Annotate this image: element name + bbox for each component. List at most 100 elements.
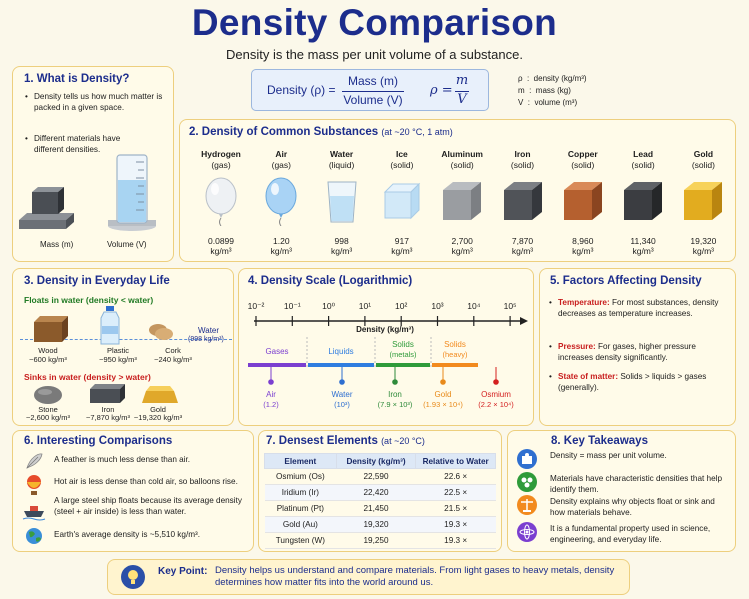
formula-bar — [342, 91, 404, 92]
scale-marker-value: (10³) — [334, 400, 350, 409]
substance-value: 19,320 — [690, 236, 717, 246]
scale-axis-arrow — [520, 317, 528, 325]
factor-text: For gases, higher pressure increases den… — [558, 342, 696, 362]
factor-item: State of matter: Solids > liquids > gase… — [549, 372, 728, 393]
scale-band-bar — [376, 363, 430, 367]
scale-panel — [238, 268, 534, 426]
interesting-heading: 6. Interesting Comparisons — [24, 435, 173, 447]
stone-icon — [34, 386, 62, 404]
iron-cube-icon — [503, 182, 542, 220]
lead-cube-icon — [624, 182, 663, 220]
water-line — [20, 339, 232, 340]
floats-item-name: Plastic — [106, 346, 130, 355]
hot-air-balloon-icon — [27, 475, 41, 495]
sinks-title: Sinks in water (density > water) — [24, 372, 151, 382]
scale-marker-dot — [268, 379, 274, 385]
cork-icon — [149, 324, 173, 340]
sinks-item-value: ~19,320 kg/m³ — [133, 413, 183, 422]
scale-band-bar — [432, 363, 478, 367]
formula-bar-2 — [455, 91, 469, 92]
scale-marker-name: Osmium — [481, 390, 511, 399]
densest-row: Osmium (Os) 22,590 22.6 × — [264, 468, 496, 485]
densest-heading: 7. Densest Elements (at ~20 °C) — [266, 435, 425, 447]
scale-marker-name: Water — [331, 390, 352, 399]
densest-row: Platinum (Pt) 21,450 21.5 × — [264, 500, 496, 517]
sinks-item-name: Gold — [150, 405, 166, 414]
densest-cell: 19,320 — [336, 516, 416, 533]
factor-text: For most substances, density decreases a… — [558, 298, 719, 318]
interesting-item-text: Earth's average density is ~5,510 kg/m³. — [54, 530, 201, 539]
substance-state: (liquid) — [328, 160, 355, 170]
scale-marker-dot — [493, 379, 499, 385]
floats-item-value: ~240 kg/m³ — [154, 355, 192, 364]
common-heading-note: (at ~20 °C, 1 atm) — [381, 127, 453, 137]
substance-name: Copper — [567, 149, 598, 159]
factor-term: State of matter: — [558, 372, 619, 381]
substance-value: 998 — [334, 236, 349, 246]
mass-label: Mass (m) — [40, 240, 74, 249]
scale-marker-value: (1.93 × 10⁴) — [423, 400, 463, 409]
what-heading: 1. What is Density? — [24, 73, 130, 85]
wood-block-icon — [34, 316, 68, 342]
sinks-illustration — [34, 384, 178, 404]
scale-band-label: Liquids — [328, 347, 353, 356]
formula-numerator: Mass (m) — [348, 74, 398, 88]
graduated-cylinder-icon — [108, 154, 156, 231]
factor-text: Solids > liquids > gases (generally). — [558, 372, 707, 392]
floats-item-value: ~950 kg/m³ — [99, 355, 137, 364]
substance-name: Lead — [633, 149, 654, 159]
substance-unit: kg/m³ — [572, 246, 594, 256]
takeaway-text: It is a fundamental property used in sci… — [550, 524, 711, 544]
densest-cell: 22,420 — [336, 484, 416, 501]
scale-tick-label: 10³ — [431, 301, 443, 311]
takeaways-panel — [507, 430, 736, 552]
densest-cell: 21.5 × — [415, 500, 496, 517]
substance-unit: kg/m³ — [391, 246, 413, 256]
keypoint-text: Density helps us understand and compare … — [215, 565, 615, 588]
scale-marker-name: Air — [266, 390, 276, 399]
scale-band-bar — [248, 363, 306, 367]
substance-value: 917 — [394, 236, 409, 246]
scale-band-label: Gases — [265, 347, 288, 356]
substance-state: (solid) — [631, 160, 655, 170]
factor-item: Pressure: For gases, higher pressure inc… — [549, 342, 728, 363]
densest-cell: 22,590 — [336, 468, 416, 485]
scale-marker-name: Gold — [435, 390, 452, 399]
keypoint-panel — [107, 559, 630, 595]
feather-icon — [26, 453, 43, 469]
scale-tick-label: 10⁵ — [504, 301, 517, 311]
log-scale-chart: 10⁻² 10⁻¹ 10⁰ 10¹ 10² 10³ 10⁴ 10⁵ Gases Liquids S… — [248, 301, 528, 409]
sinks-item-value: ~7,870 kg/m³ — [86, 413, 130, 422]
water-glass-icon — [327, 181, 357, 223]
sinks-item-name: Iron — [101, 405, 115, 414]
volume-label: Volume (V) — [107, 240, 147, 249]
what-bullet-1: Density tells us how much matter is pack… — [25, 92, 164, 113]
scale-tick-label: 10⁴ — [467, 301, 480, 311]
floats-item-name: Wood — [38, 346, 58, 355]
gold-cube-icon — [684, 182, 723, 220]
substance-name: Ice — [395, 149, 408, 159]
scale-marker-dot — [392, 379, 398, 385]
scale-band-sublabel: (heavy) — [442, 350, 468, 359]
lightbulb-icon — [121, 565, 145, 589]
scale-axis-label: Density (kg/m³) — [356, 325, 414, 334]
densest-heading-text: 7. Densest Elements — [266, 435, 378, 447]
takeaway-text: Density = mass per unit volume. — [550, 451, 667, 460]
scale-marker-dot — [440, 379, 446, 385]
substance-value: 11,340 — [630, 236, 656, 246]
scale-band-sublabel: (metals) — [389, 350, 417, 359]
substance-value: 8,960 — [572, 236, 594, 246]
substance-value: 1.20 — [273, 236, 290, 246]
water-label: Water — [198, 326, 220, 335]
densest-row: Tungsten (W) 19,250 19.3 × — [264, 532, 496, 549]
what-bullet-2: Different materials have different densi… — [25, 134, 124, 155]
common-heading-text: 2. Density of Common Substances — [189, 126, 379, 138]
scale-tick-label: 10⁻¹ — [284, 301, 301, 311]
factor-item: Temperature: For most substances, densit… — [549, 298, 728, 319]
densest-col-density: Density (kg/m³) — [335, 453, 417, 469]
ship-icon — [22, 506, 46, 521]
scale-weight-icon — [517, 449, 537, 469]
substance-name: Water — [329, 149, 354, 159]
densest-heading-note: (at ~20 °C) — [381, 436, 425, 446]
